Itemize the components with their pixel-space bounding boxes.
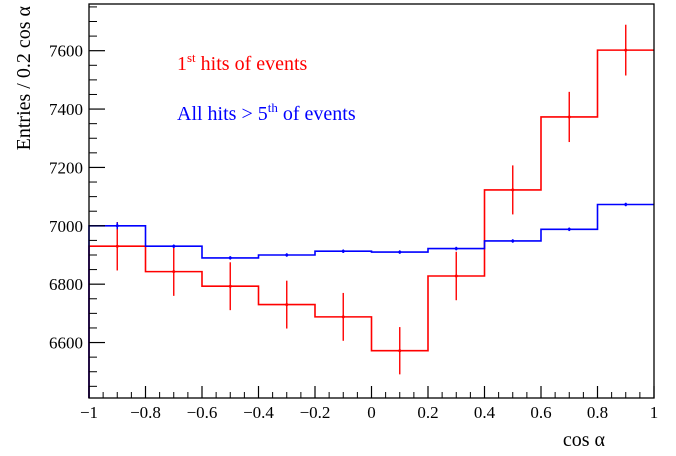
x-tick-label: 0.8 — [587, 403, 608, 422]
series-0-point-4 — [341, 315, 345, 319]
y-tick-label: 6800 — [49, 275, 83, 294]
x-tick-label: 0.6 — [530, 403, 551, 422]
legend-entry-0: 1st hits of events — [177, 50, 308, 75]
series-0 — [88, 24, 654, 398]
series-1-point-1 — [172, 244, 176, 248]
y-tick-label: 6600 — [49, 334, 83, 353]
y-tick-label: 7200 — [49, 158, 83, 177]
x-tick-label: −0.6 — [187, 403, 218, 422]
series-0-point-9 — [624, 48, 628, 52]
series-1-step-line — [88, 203, 654, 398]
series-0-point-3 — [285, 303, 289, 307]
series-0-step-line — [88, 49, 654, 398]
series-0-point-0 — [115, 244, 119, 248]
series-1-point-7 — [511, 239, 515, 243]
series-0-point-2 — [228, 284, 232, 288]
x-tick-label: −0.4 — [243, 403, 274, 422]
x-tick-label: −0.2 — [300, 403, 331, 422]
series-0-point-8 — [567, 115, 571, 119]
y-tick-label: 7400 — [49, 100, 83, 119]
x-axis: −1 −0.8 −0.6 −0.4 −0.2 0 0.2 0.4 0.6 0.8 1 — [80, 386, 658, 422]
series-1-point-5 — [398, 250, 402, 254]
x-tick-label: −1 — [80, 403, 98, 422]
series-1-point-6 — [454, 247, 458, 251]
series-1-point-9 — [624, 203, 628, 207]
x-tick-label: 0.2 — [417, 403, 438, 422]
series-1-point-2 — [228, 256, 232, 260]
y-tick-label: 7600 — [49, 42, 83, 61]
series-1-point-3 — [285, 253, 289, 257]
x-axis-title: cos α — [563, 429, 606, 451]
x-tick-label: −0.8 — [130, 403, 161, 422]
x-tick-label: 0.4 — [474, 403, 496, 422]
x-tick-label: 0 — [367, 403, 376, 422]
series-1-point-0 — [115, 224, 119, 228]
y-tick-label: 7000 — [49, 217, 83, 236]
series-1-point-4 — [341, 249, 345, 253]
series-0-point-6 — [454, 274, 458, 278]
y-axis-title: Entries / 0.2 cos α — [13, 5, 35, 150]
series-0-point-5 — [398, 349, 402, 353]
legend: 1st hits of events All hits > 5th of even… — [177, 50, 356, 125]
series-0-point-1 — [172, 270, 176, 274]
legend-entry-1: All hits > 5th of events — [177, 100, 356, 125]
y-axis: 6600 6800 7000 7200 7400 7600 — [49, 6, 105, 387]
x-tick-label: 1 — [650, 403, 659, 422]
series-1-point-8 — [567, 227, 571, 231]
series-1 — [88, 202, 654, 398]
series-0-point-7 — [511, 188, 515, 192]
